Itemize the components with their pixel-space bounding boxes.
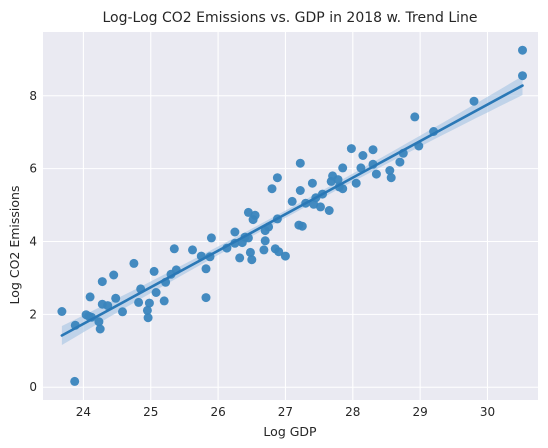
trend-line xyxy=(60,84,524,337)
data-point xyxy=(95,324,105,334)
data-point xyxy=(235,253,245,263)
data-point xyxy=(338,184,348,194)
data-point xyxy=(142,305,152,315)
data-point xyxy=(250,210,260,220)
data-point xyxy=(118,307,127,317)
x-tick-label: 29 xyxy=(413,405,428,419)
data-point xyxy=(129,258,139,268)
data-point xyxy=(287,196,297,206)
data-point xyxy=(245,247,255,257)
x-axis-label: Log GDP xyxy=(263,424,317,439)
data-point xyxy=(274,247,284,257)
data-point xyxy=(338,163,348,173)
data-point xyxy=(307,178,317,188)
data-point xyxy=(151,288,161,297)
data-point xyxy=(351,178,361,188)
data-point xyxy=(260,236,270,246)
data-point xyxy=(143,313,153,323)
data-point xyxy=(356,163,366,173)
data-point xyxy=(297,221,307,231)
data-point xyxy=(188,245,197,255)
y-tick-label: 0 xyxy=(29,380,37,394)
data-point xyxy=(518,71,527,81)
data-point xyxy=(149,266,159,276)
y-tick-label: 4 xyxy=(29,235,37,249)
data-point xyxy=(57,307,67,316)
x-tick-label: 26 xyxy=(210,405,225,419)
data-point xyxy=(346,144,356,154)
data-point xyxy=(316,202,325,212)
data-point xyxy=(159,296,169,306)
data-point xyxy=(371,169,381,179)
y-tick-label: 6 xyxy=(29,162,37,176)
data-point xyxy=(386,173,396,183)
data-point xyxy=(280,251,290,261)
x-tick-label: 27 xyxy=(278,405,293,419)
data-point xyxy=(94,317,104,327)
y-tick-label: 2 xyxy=(29,307,37,321)
x-tick-labels: 24 25 26 27 28 29 30 xyxy=(76,405,495,419)
data-point xyxy=(518,45,527,55)
data-point xyxy=(109,270,119,280)
data-point xyxy=(201,293,211,303)
data-point xyxy=(410,112,420,122)
y-tick-label: 8 xyxy=(29,89,37,103)
data-point xyxy=(259,245,269,255)
data-point xyxy=(295,186,305,195)
data-point xyxy=(103,301,113,311)
data-point xyxy=(134,297,144,307)
data-point xyxy=(111,293,121,303)
data-point xyxy=(169,244,179,254)
x-tick-label: 25 xyxy=(143,405,158,419)
data-point xyxy=(144,298,154,308)
x-tick-label: 24 xyxy=(76,405,91,419)
y-tick-labels: 0 2 4 6 8 xyxy=(29,89,37,394)
data-point xyxy=(230,227,240,237)
data-point xyxy=(267,184,277,194)
x-tick-label: 28 xyxy=(345,405,360,419)
data-point xyxy=(97,277,107,287)
data-point xyxy=(469,96,479,106)
data-point xyxy=(295,158,305,168)
data-point xyxy=(272,173,282,183)
data-point xyxy=(324,206,334,215)
chart-title: Log-Log CO2 Emissions vs. GDP in 2018 w.… xyxy=(103,10,478,26)
data-point xyxy=(70,376,80,386)
data-point xyxy=(358,151,368,160)
data-point xyxy=(333,175,343,185)
data-point xyxy=(201,264,211,274)
y-axis-label: Log CO2 Emissions xyxy=(7,186,22,305)
grid xyxy=(43,32,538,400)
data-point xyxy=(85,292,95,302)
data-point xyxy=(385,166,395,175)
data-point xyxy=(206,233,216,243)
x-tick-label: 30 xyxy=(480,405,495,419)
data-point xyxy=(395,157,405,167)
plot-background xyxy=(43,32,538,400)
data-point xyxy=(368,145,378,155)
data-point xyxy=(247,255,257,265)
